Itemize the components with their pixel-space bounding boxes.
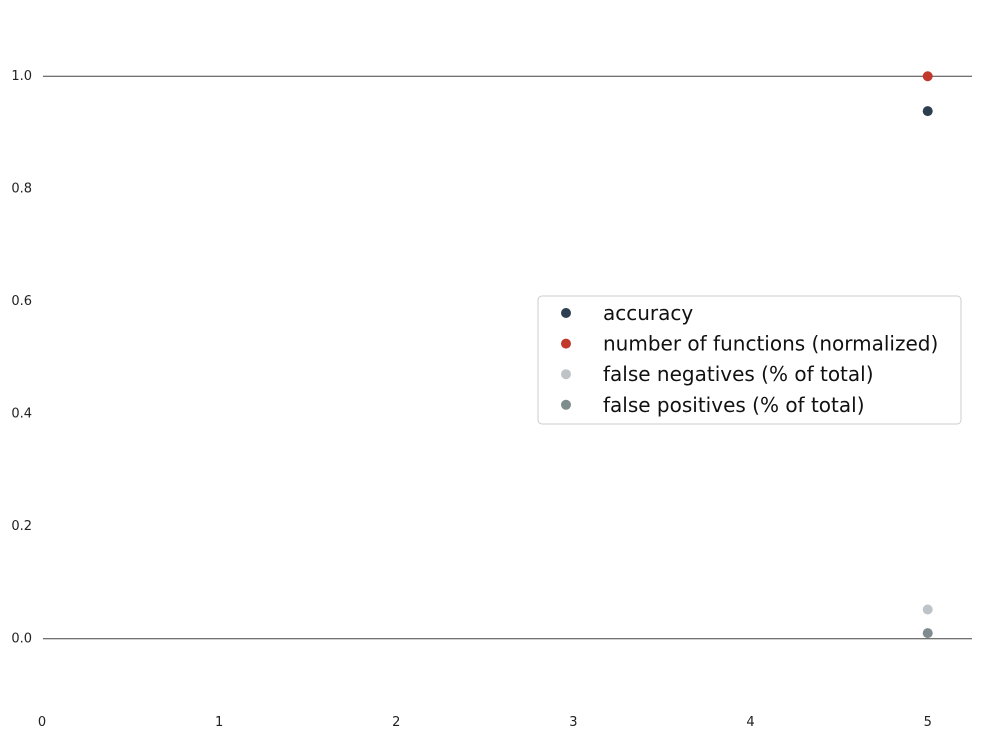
x-tick-label: 2	[392, 715, 400, 730]
y-tick-label: 0.2	[11, 519, 32, 534]
data-point-series-1	[922, 71, 933, 82]
data-point-series-2	[922, 604, 933, 615]
y-tick-label: 0.6	[11, 294, 32, 309]
data-point-series-3	[922, 628, 933, 639]
legend-marker	[561, 369, 571, 380]
legend-label: accuracy	[603, 301, 693, 325]
legend-marker	[561, 308, 571, 318]
x-tick-label: 3	[569, 715, 577, 730]
legend-label: false negatives (% of total)	[603, 362, 874, 386]
legend-label: number of functions (normalized)	[603, 332, 938, 356]
x-tick-label: 1	[215, 715, 223, 730]
x-axis-ticks: 0 1 2 3 4 5	[38, 715, 932, 730]
data-point-series-0	[922, 106, 933, 117]
y-tick-label: 1.0	[11, 69, 32, 84]
legend: accuracy number of functions (normalized)…	[537, 295, 962, 425]
y-tick-label: 0.8	[11, 181, 32, 196]
legend-marker	[561, 399, 571, 410]
data-points	[922, 71, 933, 639]
x-tick-label: 5	[924, 715, 932, 730]
x-tick-label: 0	[38, 715, 46, 730]
y-tick-label: 0.4	[11, 406, 32, 421]
y-axis-ticks: 0.0 0.2 0.4 0.6 0.8 1.0	[11, 69, 32, 647]
legend-label: false positives (% of total)	[603, 393, 865, 417]
legend-frame	[537, 295, 962, 425]
y-tick-label: 0.0	[11, 631, 32, 646]
legend-marker	[561, 338, 571, 349]
x-tick-label: 4	[746, 715, 754, 730]
reference-lines	[43, 75, 972, 640]
